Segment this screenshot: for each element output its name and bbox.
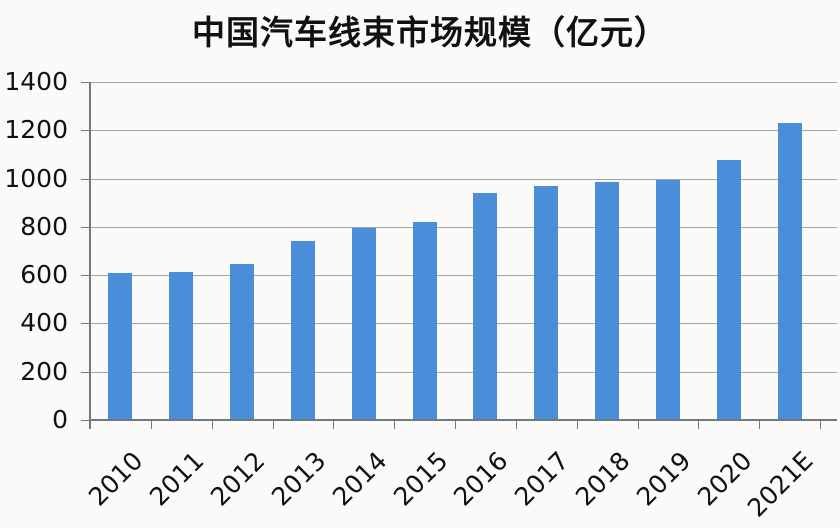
y-tick-0 <box>81 420 90 421</box>
bar-2011 <box>169 272 193 420</box>
chart-title: 中国汽车线束市场规模（亿元） <box>192 13 668 52</box>
gridline-1000 <box>90 179 837 180</box>
y-tick-label-600: 600 <box>20 260 68 289</box>
x-tick-10 <box>698 420 699 429</box>
y-tick-label-400: 400 <box>20 308 68 337</box>
y-tick-400 <box>81 323 90 324</box>
y-tick-label-0: 0 <box>52 405 68 434</box>
x-tick-6 <box>455 420 456 429</box>
bar-2010 <box>108 273 132 420</box>
y-tick-1000 <box>81 179 90 180</box>
x-tick-12 <box>820 420 821 429</box>
bar-2019 <box>656 180 680 420</box>
bar-2013 <box>291 241 315 420</box>
y-tick-label-1400: 1400 <box>4 67 68 96</box>
gridline-1200 <box>90 130 837 131</box>
y-tick-1200 <box>81 130 90 131</box>
x-tick-9 <box>638 420 639 429</box>
x-tick-8 <box>577 420 578 429</box>
gridline-1400 <box>90 82 837 83</box>
x-tick-3 <box>273 420 274 429</box>
bar-2014 <box>352 228 376 420</box>
bar-2015 <box>413 222 437 420</box>
y-tick-label-800: 800 <box>20 212 68 241</box>
y-tick-label-200: 200 <box>20 357 68 386</box>
y-tick-600 <box>81 275 90 276</box>
y-tick-label-1000: 1000 <box>4 164 68 193</box>
x-tick-5 <box>394 420 395 429</box>
x-axis-line <box>89 419 837 421</box>
bar-2021E <box>778 123 802 420</box>
gridline-400 <box>90 323 837 324</box>
y-axis-line <box>89 82 91 429</box>
bar-2020 <box>717 160 741 420</box>
gridline-200 <box>90 372 837 373</box>
y-tick-label-1200: 1200 <box>4 115 68 144</box>
bar-2018 <box>595 182 619 420</box>
x-tick-1 <box>151 420 152 429</box>
gridline-800 <box>90 227 837 228</box>
y-tick-1400 <box>81 82 90 83</box>
gridline-600 <box>90 275 837 276</box>
bar-2017 <box>534 186 558 420</box>
x-tick-4 <box>333 420 334 429</box>
y-tick-200 <box>81 372 90 373</box>
x-tick-7 <box>516 420 517 429</box>
x-tick-0 <box>90 420 91 429</box>
bar-2016 <box>473 193 497 420</box>
x-tick-2 <box>212 420 213 429</box>
x-tick-11 <box>759 420 760 429</box>
y-tick-800 <box>81 227 90 228</box>
bar-2012 <box>230 264 254 420</box>
